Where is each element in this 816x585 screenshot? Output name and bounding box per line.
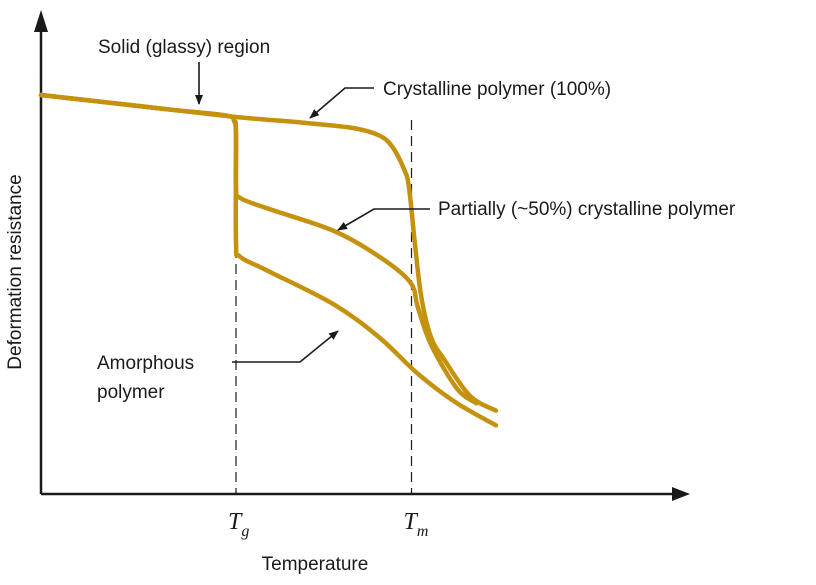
tick-label-tm: Tm [404,509,429,540]
annotation-amorphous-polymer-leader [232,330,339,363]
annotation-solid-glassy-region: Solid (glassy) region [98,37,270,58]
annotation-crystalline-polymer: Crystalline polymer (100%) [383,79,611,100]
series-curves [38,92,499,428]
axes [34,10,690,501]
annotation-partially-crystalline-polymer-leader [337,208,430,231]
annotation-crystalline-polymer-leader [309,87,374,119]
x-axis-label: Temperature [262,554,369,575]
annotations: Solid (glassy) region Crystalline polyme… [97,37,736,403]
y-axis-label: Deformation resistance [5,174,26,369]
series-line-amorphous-polymer [38,92,499,428]
annotation-partially-crystalline-polymer: Partially (~50%) crystalline polymer [438,199,736,220]
tick-label-tg: Tg [228,509,249,540]
y-axis-arrowhead [34,10,48,32]
tick-labels: Tg Tm [228,509,428,540]
annotation-amorphous-polymer-line-1: Amorphous [97,353,194,374]
x-axis-arrowhead [672,487,690,501]
reference-lines [235,120,413,494]
annotation-amorphous-polymer-line-2: polymer [97,382,165,403]
